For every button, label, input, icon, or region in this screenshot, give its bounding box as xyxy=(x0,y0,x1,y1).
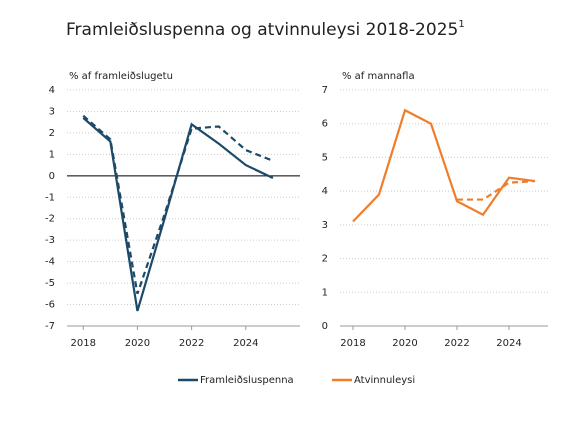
y-tick-label: 0 xyxy=(49,171,55,182)
y-tick-label: 0 xyxy=(322,321,328,332)
y-tick-label: 4 xyxy=(49,85,55,96)
series-line xyxy=(352,108,536,223)
y-tick-label: -2 xyxy=(45,214,55,225)
series-line xyxy=(82,114,274,295)
y-tick-label: -3 xyxy=(45,235,55,246)
legend-label: Atvinnuleysi xyxy=(354,375,415,386)
y-tick-label: 4 xyxy=(322,186,328,197)
y-axis-label: % af framleiðslugetu xyxy=(69,71,173,82)
x-tick-label: 2024 xyxy=(233,338,258,349)
y-tick-label: 5 xyxy=(322,152,328,163)
y-tick-label: 6 xyxy=(322,119,328,130)
title-note: 1 xyxy=(458,19,464,30)
x-tick-label: 2022 xyxy=(179,338,204,349)
y-tick-label: -7 xyxy=(45,321,55,332)
y-tick-label: -4 xyxy=(45,257,55,268)
series-line xyxy=(457,179,536,201)
y-tick-label: 3 xyxy=(49,106,55,117)
y-tick-label: 1 xyxy=(49,149,55,160)
x-tick-label: 2020 xyxy=(125,338,150,349)
x-tick-label: 2020 xyxy=(392,338,417,349)
y-tick-label: 3 xyxy=(322,220,328,231)
y-tick-label: -1 xyxy=(45,192,55,203)
y-tick-label: 7 xyxy=(322,85,328,96)
chart-title: Framleiðsluspenna og atvinnuleysi 2018-2… xyxy=(66,19,465,40)
title-text: Framleiðsluspenna og atvinnuleysi 2018-2… xyxy=(66,20,458,40)
legend-label: Framleiðsluspenna xyxy=(200,375,294,386)
x-tick-label: 2022 xyxy=(444,338,469,349)
y-tick-label: -5 xyxy=(45,278,55,289)
y-tick-label: -6 xyxy=(45,300,55,311)
x-tick-label: 2024 xyxy=(496,338,521,349)
y-tick-label: 2 xyxy=(49,128,55,139)
x-tick-label: 2018 xyxy=(340,338,365,349)
y-axis-label: % af mannafla xyxy=(342,71,415,82)
y-tick-label: 2 xyxy=(322,254,328,265)
x-tick-label: 2018 xyxy=(71,338,96,349)
y-tick-label: 1 xyxy=(322,287,328,298)
